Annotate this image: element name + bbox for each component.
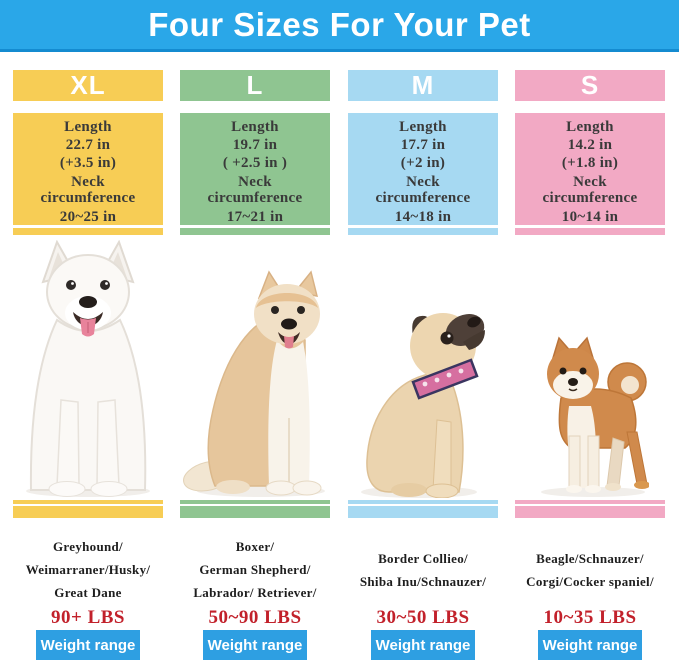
neck-range: 20~25 in bbox=[59, 209, 117, 225]
akita-photo bbox=[183, 270, 325, 497]
measurement-box-s: Length 14.2 in (+1.8 in) Neck circumfere… bbox=[515, 113, 665, 225]
size-column-s: S Length 14.2 in (+1.8 in) Neck circumfe… bbox=[515, 70, 665, 663]
weight-range-button-l[interactable]: Weight range bbox=[203, 630, 307, 660]
weight-range-button-xl[interactable]: Weight range bbox=[36, 630, 140, 660]
neck-label-2: circumference bbox=[40, 190, 136, 206]
size-header-s: S bbox=[515, 70, 665, 101]
length-extra: (+3.5 in) bbox=[59, 155, 117, 171]
size-column-m: M Length 17.7 in (+2 in) Neck circumfere… bbox=[348, 70, 498, 663]
length-extra: (+1.8 in) bbox=[561, 155, 619, 171]
weight-range-button-m[interactable]: Weight range bbox=[371, 630, 475, 660]
length-label: Length bbox=[566, 119, 614, 135]
size-header-xl: XL bbox=[13, 70, 163, 101]
breed-line: Weimarraner/Husky/ bbox=[25, 562, 151, 577]
neck-range: 17~21 in bbox=[226, 209, 284, 225]
page-title: Four Sizes For Your Pet bbox=[148, 5, 531, 43]
breed-line: Shiba Inu/Schnauzer/ bbox=[359, 573, 487, 589]
breed-list-xl: Greyhound/ Weimarraner/Husky/ Great Dane bbox=[4, 536, 172, 604]
accent-strip bbox=[348, 228, 498, 235]
dog-photo-zone bbox=[515, 235, 665, 500]
length-extra: (+2 in) bbox=[400, 155, 446, 171]
neck-label: Neck bbox=[238, 174, 272, 190]
length-value: 17.7 in bbox=[400, 137, 446, 153]
accent-strip bbox=[13, 228, 163, 235]
divider-bar bbox=[348, 500, 498, 518]
size-column-l: L Length 19.7 in ( +2.5 in ) Neck circum… bbox=[180, 70, 330, 663]
weight-value-m: 30~50 LBS bbox=[376, 607, 470, 628]
neck-range: 14~18 in bbox=[394, 209, 452, 225]
divider-bar bbox=[515, 500, 665, 518]
white-husky-photo bbox=[26, 240, 150, 497]
divider-bar bbox=[13, 500, 163, 518]
weight-value-l: 50~90 LBS bbox=[208, 607, 302, 628]
measurement-box-m: Length 17.7 in (+2 in) Neck circumferenc… bbox=[348, 113, 498, 225]
size-header-l: L bbox=[180, 70, 330, 101]
length-extra: ( +2.5 in ) bbox=[222, 155, 288, 171]
neck-label: Neck bbox=[406, 174, 440, 190]
length-label: Length bbox=[399, 119, 447, 135]
divider-bar bbox=[180, 500, 330, 518]
breed-line: German Shepherd/ bbox=[199, 562, 311, 577]
length-label: Length bbox=[231, 119, 279, 135]
breed-line: Corgi/Cocker spaniel/ bbox=[526, 573, 654, 589]
neck-label-2: circumference bbox=[207, 190, 303, 206]
measurement-box-l: Length 19.7 in ( +2.5 in ) Neck circumfe… bbox=[180, 113, 330, 225]
breed-line: Border Collieo/ bbox=[378, 550, 468, 566]
breed-line: Boxer/ bbox=[235, 539, 275, 554]
length-value: 14.2 in bbox=[567, 137, 613, 153]
measurement-box-xl: Length 22.7 in (+3.5 in) Neck circumfere… bbox=[13, 113, 163, 225]
neck-label: Neck bbox=[573, 174, 607, 190]
shiba-inu-photo bbox=[541, 336, 649, 497]
pug-photo bbox=[361, 313, 485, 498]
dog-photo-zone bbox=[180, 235, 330, 500]
breed-line: Greyhound/ bbox=[53, 539, 123, 554]
neck-label-2: circumference bbox=[375, 190, 471, 206]
neck-label-2: circumference bbox=[542, 190, 638, 206]
length-label: Length bbox=[64, 119, 112, 135]
weight-value-s: 10~35 LBS bbox=[543, 607, 637, 628]
breed-list-s: Beagle/Schnauzer/ Corgi/Cocker spaniel/ bbox=[506, 536, 674, 604]
accent-strip bbox=[515, 228, 665, 235]
title-bar: Four Sizes For Your Pet bbox=[0, 0, 679, 52]
weight-range-button-s[interactable]: Weight range bbox=[538, 630, 642, 660]
length-value: 19.7 in bbox=[232, 137, 278, 153]
accent-strip bbox=[180, 228, 330, 235]
length-value: 22.7 in bbox=[65, 137, 111, 153]
dog-photo-zone bbox=[13, 235, 163, 500]
neck-label: Neck bbox=[71, 174, 105, 190]
size-column-xl: XL Length 22.7 in (+3.5 in) Neck circumf… bbox=[13, 70, 163, 663]
breed-line: Great Dane bbox=[54, 585, 122, 600]
neck-range: 10~14 in bbox=[561, 209, 619, 225]
breed-line: Labrador/ Retriever/ bbox=[193, 585, 317, 600]
breed-line: Beagle/Schnauzer/ bbox=[536, 550, 644, 566]
weight-value-xl: 90+ LBS bbox=[51, 607, 125, 628]
breed-list-l: Boxer/ German Shepherd/ Labrador/ Retrie… bbox=[171, 536, 339, 604]
size-header-m: M bbox=[348, 70, 498, 101]
breed-list-m: Border Collieo/ Shiba Inu/Schnauzer/ bbox=[339, 536, 507, 604]
dog-photo-zone bbox=[348, 235, 498, 500]
